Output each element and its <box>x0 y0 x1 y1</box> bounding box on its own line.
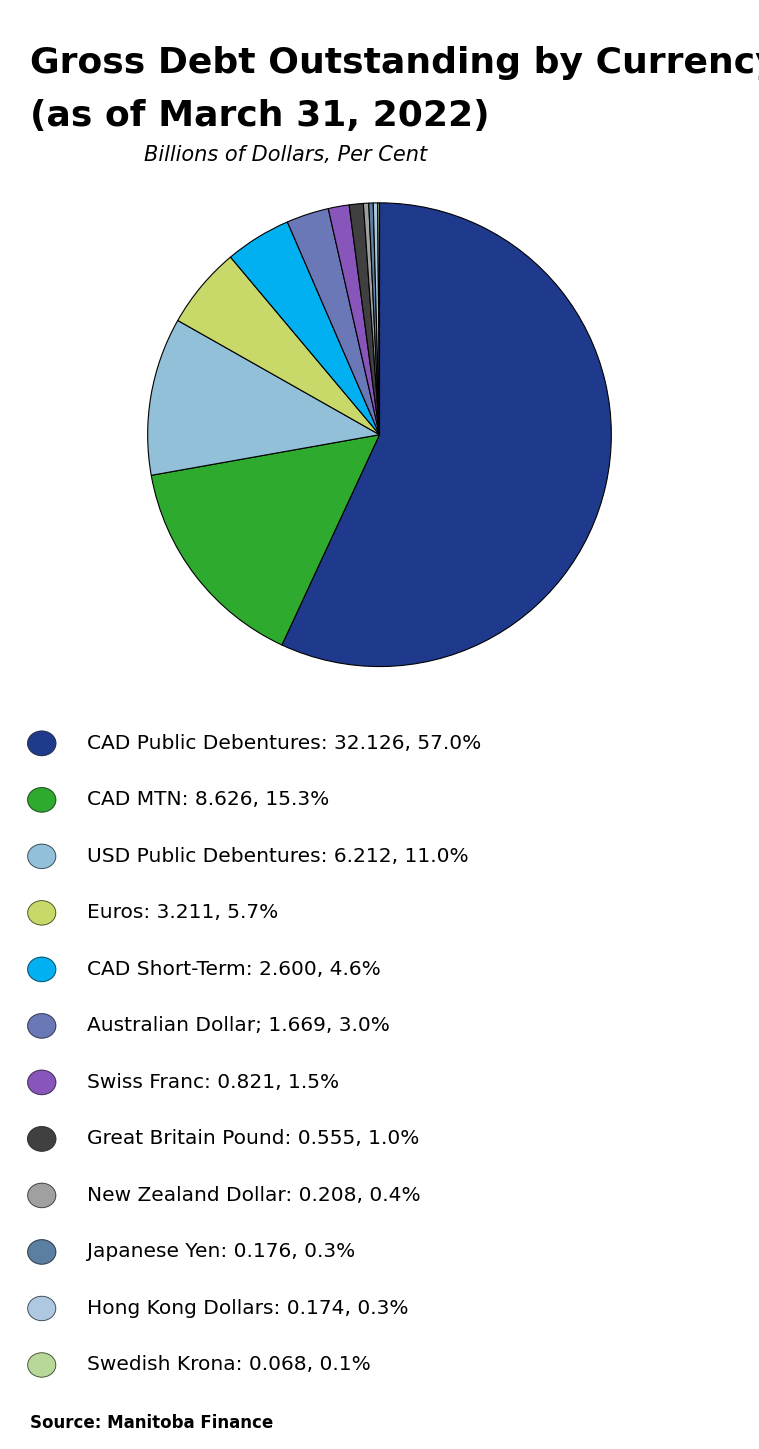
Text: Swiss Franc: 0.821, 1.5%: Swiss Franc: 0.821, 1.5% <box>87 1072 339 1093</box>
Text: Great Britain Pound: 0.555, 1.0%: Great Britain Pound: 0.555, 1.0% <box>87 1129 420 1149</box>
Text: USD Public Debentures: 6.212, 11.0%: USD Public Debentures: 6.212, 11.0% <box>87 846 469 867</box>
Circle shape <box>28 788 55 811</box>
Wedge shape <box>378 203 380 435</box>
Text: Gross Debt Outstanding by Currency: Gross Debt Outstanding by Currency <box>30 46 759 80</box>
Wedge shape <box>178 256 380 435</box>
Circle shape <box>28 1071 55 1094</box>
Circle shape <box>28 958 55 981</box>
Text: CAD Public Debentures: 32.126, 57.0%: CAD Public Debentures: 32.126, 57.0% <box>87 733 481 753</box>
Wedge shape <box>288 209 380 435</box>
Wedge shape <box>282 203 611 667</box>
Circle shape <box>28 1014 55 1037</box>
Circle shape <box>28 901 55 924</box>
Circle shape <box>28 1127 55 1151</box>
Wedge shape <box>151 435 380 645</box>
Text: New Zealand Dollar: 0.208, 0.4%: New Zealand Dollar: 0.208, 0.4% <box>87 1185 421 1206</box>
Text: Billions of Dollars, Per Cent: Billions of Dollars, Per Cent <box>144 145 427 165</box>
Circle shape <box>28 845 55 868</box>
Circle shape <box>28 732 55 755</box>
Text: Australian Dollar; 1.669, 3.0%: Australian Dollar; 1.669, 3.0% <box>87 1016 390 1036</box>
Circle shape <box>28 1240 55 1264</box>
Text: Japanese Yen: 0.176, 0.3%: Japanese Yen: 0.176, 0.3% <box>87 1242 355 1262</box>
Text: Swedish Krona: 0.068, 0.1%: Swedish Krona: 0.068, 0.1% <box>87 1355 371 1375</box>
Wedge shape <box>364 203 380 435</box>
Text: CAD MTN: 8.626, 15.3%: CAD MTN: 8.626, 15.3% <box>87 790 329 810</box>
Circle shape <box>28 1353 55 1377</box>
Wedge shape <box>349 203 380 435</box>
Wedge shape <box>148 320 380 475</box>
Wedge shape <box>373 203 380 435</box>
Wedge shape <box>231 222 380 435</box>
Text: Source: Manitoba Finance: Source: Manitoba Finance <box>30 1414 273 1432</box>
Circle shape <box>28 1297 55 1320</box>
Text: CAD Short-Term: 2.600, 4.6%: CAD Short-Term: 2.600, 4.6% <box>87 959 381 980</box>
Text: Euros: 3.211, 5.7%: Euros: 3.211, 5.7% <box>87 903 279 923</box>
Wedge shape <box>328 204 380 435</box>
Text: Hong Kong Dollars: 0.174, 0.3%: Hong Kong Dollars: 0.174, 0.3% <box>87 1298 409 1319</box>
Wedge shape <box>369 203 380 435</box>
Text: (as of March 31, 2022): (as of March 31, 2022) <box>30 99 490 132</box>
Circle shape <box>28 1184 55 1207</box>
